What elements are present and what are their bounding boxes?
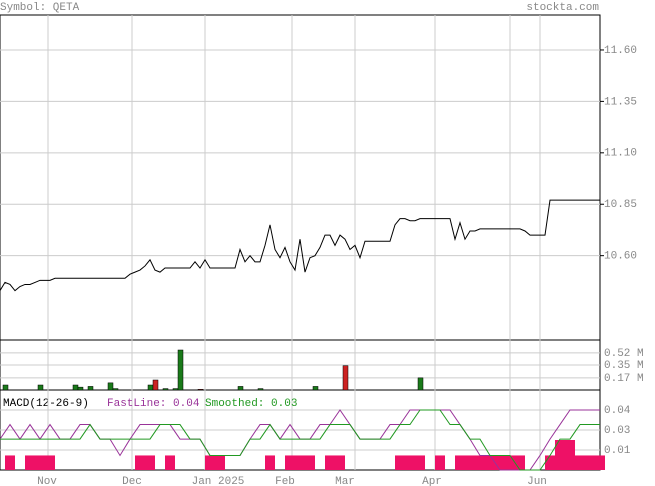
- x-tick-label: Jun: [527, 476, 547, 486]
- macd-histogram-bar: [295, 455, 305, 470]
- macd-histogram-bar: [555, 440, 565, 470]
- macd-histogram-bar: [565, 440, 575, 470]
- price-line: [0, 199, 600, 292]
- volume-bar: [112, 388, 119, 391]
- macd-histogram-bar: [465, 455, 475, 470]
- macd-histogram-bar: [485, 455, 495, 470]
- x-tick-label: Jan 2025: [192, 476, 245, 486]
- y-tick-label: 11.35: [604, 96, 637, 108]
- legend-entry: FastLine: 0.04: [107, 398, 200, 410]
- macd-histogram-bar: [405, 455, 415, 470]
- macd-histogram-bar: [135, 455, 145, 470]
- macd-histogram-bar: [515, 455, 525, 470]
- volume-bar: [152, 379, 159, 391]
- volume-bar: [77, 386, 84, 391]
- y-tick-label: 0.01: [604, 445, 631, 457]
- legend-entry: Smoothed: 0.03: [205, 398, 297, 410]
- macd-histogram-bar: [325, 455, 335, 470]
- macd-histogram-bar: [285, 455, 295, 470]
- volume-bar: [72, 384, 79, 391]
- macd-histogram-bar: [205, 455, 215, 470]
- macd-line: [0, 409, 600, 471]
- macd-histogram-bar: [395, 455, 405, 470]
- volume-bar: [87, 386, 94, 391]
- symbol-label: Symbol: QETA: [0, 2, 80, 14]
- y-tick-label: 0.52 M: [604, 348, 644, 360]
- macd-histogram-bar: [475, 455, 485, 470]
- volume-bar: [37, 384, 44, 391]
- y-tick-label: 0.04: [604, 405, 631, 417]
- macd-histogram-bar: [415, 455, 425, 470]
- y-tick-label: 10.85: [604, 199, 637, 211]
- macd-histogram-bar: [505, 455, 515, 470]
- x-tick-label: Dec: [122, 476, 142, 486]
- volume-bar: [417, 377, 424, 391]
- volume-bar: [197, 389, 204, 391]
- x-tick-label: Feb: [275, 476, 295, 486]
- macd-histogram-bar: [435, 455, 445, 470]
- macd-histogram-bar: [305, 455, 315, 470]
- x-tick-label: Mar: [335, 476, 355, 486]
- volume-bar: [177, 349, 184, 391]
- macd-histogram-bar: [545, 455, 555, 470]
- x-tick-label: Apr: [422, 476, 442, 486]
- macd-histogram-bar: [335, 455, 345, 470]
- volume-bar: [312, 386, 319, 391]
- y-tick-label: 0.35 M: [604, 360, 644, 372]
- y-tick-label: 11.60: [604, 45, 637, 57]
- macd-histogram-bar: [495, 455, 505, 470]
- x-tick-label: Nov: [37, 476, 57, 486]
- volume-bar: [107, 382, 114, 391]
- macd-histogram-bar: [145, 455, 155, 470]
- y-tick-label: 11.10: [604, 148, 637, 160]
- macd-title: MACD(12-26-9): [3, 398, 89, 410]
- volume-bar: [237, 386, 244, 391]
- macd-histogram-bar: [265, 455, 275, 470]
- macd-histogram-bar: [35, 455, 45, 470]
- macd-histogram-bar: [165, 455, 175, 470]
- macd-histogram-bar: [215, 455, 225, 470]
- volume-bar: [257, 388, 264, 391]
- volume-bar: [172, 388, 179, 391]
- y-tick-label: 0.03: [604, 425, 630, 437]
- y-tick-label: 10.60: [604, 251, 637, 263]
- volume-bar: [162, 388, 169, 391]
- site-label: stockta.com: [526, 2, 599, 14]
- macd-histogram-bar: [595, 455, 605, 470]
- macd-histogram-bar: [5, 455, 15, 470]
- volume-bar: [147, 384, 154, 391]
- macd-histogram-bar: [585, 455, 595, 470]
- volume-bar: [342, 365, 349, 391]
- macd-histogram-bar: [455, 455, 465, 470]
- macd-histogram-bar: [25, 455, 35, 470]
- macd-histogram-bar: [575, 455, 585, 470]
- volume-bar: [2, 384, 9, 391]
- macd-histogram-bar: [45, 455, 55, 470]
- y-tick-label: 0.17 M: [604, 373, 644, 385]
